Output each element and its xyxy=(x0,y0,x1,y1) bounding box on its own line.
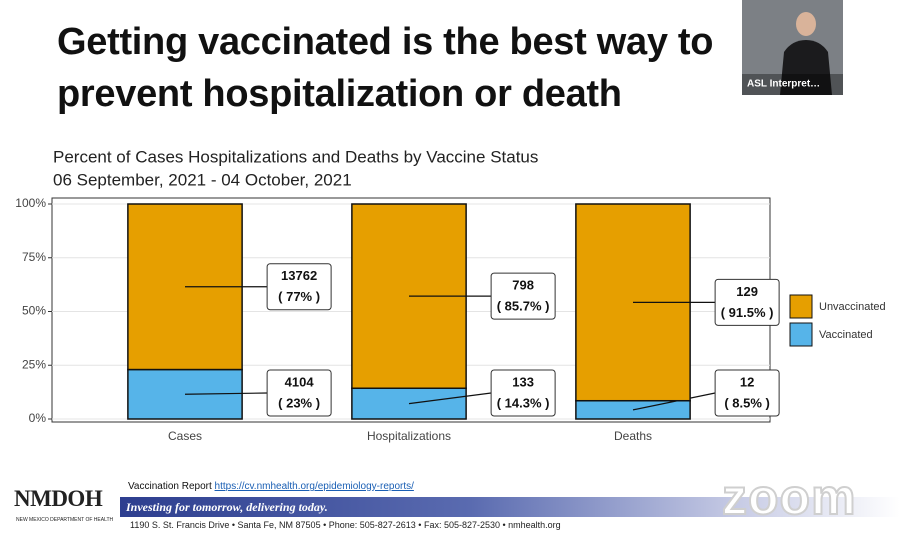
x-tick-label: Deaths xyxy=(614,429,652,443)
y-tick-label: 0% xyxy=(29,411,47,425)
chart-subtitle: 06 September, 2021 - 04 October, 2021 xyxy=(53,170,352,189)
label-leader xyxy=(408,392,492,405)
value-label: ( 14.3% ) xyxy=(497,395,550,410)
value-label: ( 85.7% ) xyxy=(497,299,550,314)
x-tick-label: Cases xyxy=(168,429,202,443)
count-label: 133 xyxy=(512,374,534,389)
y-tick-label: 50% xyxy=(22,304,46,318)
y-tick-label: 100% xyxy=(15,196,46,210)
count-label: 4104 xyxy=(285,374,315,389)
legend-swatch xyxy=(789,322,813,347)
value-label: ( 23% ) xyxy=(278,395,320,410)
footer-report: Vaccination Report https://cv.nmhealth.o… xyxy=(128,481,414,492)
video-label: ASL Interpret… xyxy=(747,79,820,90)
logo: NMDOH xyxy=(14,486,103,511)
label-box xyxy=(714,369,780,417)
count-label: 13762 xyxy=(281,268,317,283)
count-label: 798 xyxy=(512,278,534,293)
value-label: ( 8.5% ) xyxy=(724,395,770,410)
tagline: Investing for tomorrow, delivering today… xyxy=(120,497,900,517)
legend-label: Unvaccinated xyxy=(819,301,886,313)
slide-title: Getting vaccinated is the best way to pr… xyxy=(57,21,714,115)
y-tick-label: 25% xyxy=(22,357,46,371)
legend-swatch xyxy=(789,294,813,319)
count-label: 12 xyxy=(740,374,754,389)
value-label: ( 91.5% ) xyxy=(721,305,774,320)
count-label: 129 xyxy=(736,284,758,299)
label-box xyxy=(266,263,332,311)
value-label: ( 77% ) xyxy=(278,289,320,304)
logo-subtitle: NEW MEXICO DEPARTMENT OF HEALTH xyxy=(16,517,114,523)
label-box xyxy=(490,272,556,320)
label-leader xyxy=(184,392,268,395)
legend-label: Vaccinated xyxy=(819,329,873,341)
label-box xyxy=(266,369,332,417)
person-body xyxy=(780,40,832,95)
label-box xyxy=(714,278,780,326)
x-tick-label: Hospitalizations xyxy=(367,429,451,443)
chart-title: Percent of Cases Hospitalizations and De… xyxy=(53,147,538,166)
person-head xyxy=(796,12,816,36)
y-tick-label: 75% xyxy=(22,250,46,264)
address: 1190 S. St. Francis Drive • Santa Fe, NM… xyxy=(130,520,561,530)
report-link[interactable]: https://cv.nmhealth.org/epidemiology-rep… xyxy=(214,481,414,492)
video-label-bg xyxy=(742,74,843,95)
zoom-watermark: zoom xyxy=(721,468,857,526)
report-label: Vaccination Report xyxy=(128,481,212,492)
label-box xyxy=(490,369,556,417)
